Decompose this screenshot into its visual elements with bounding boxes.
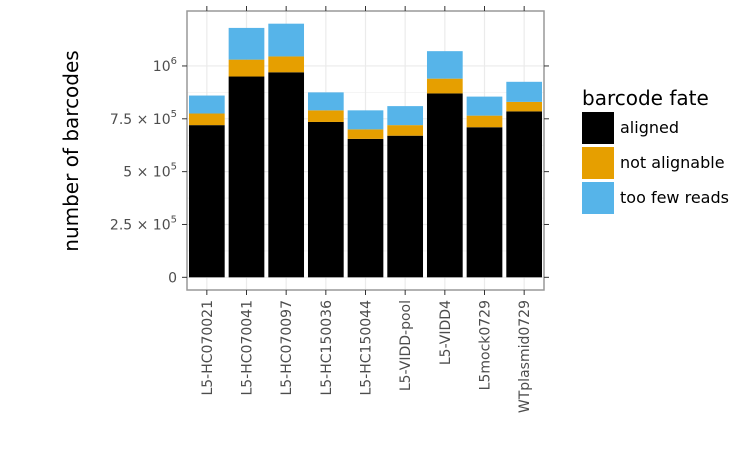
y-tick-exponent: 6 bbox=[171, 56, 177, 67]
x-tick-labels: L5-HC070021 L5-HC070041 L5-HC070097 L5-HC15… bbox=[200, 300, 533, 413]
y-tick-label: 106 bbox=[153, 56, 177, 75]
bar-segment bbox=[347, 110, 384, 130]
y-tick-label: 2.5 × 105 bbox=[110, 214, 177, 233]
legend-label: not alignable bbox=[620, 153, 725, 172]
x-tick-label: L5-HC070041 bbox=[240, 300, 256, 396]
x-tick-label: L5-HC070021 bbox=[200, 300, 216, 396]
bar-segment bbox=[307, 110, 344, 122]
y-tick-label: 7.5 × 105 bbox=[110, 109, 177, 128]
bar-segment bbox=[466, 127, 503, 278]
bar-segment bbox=[307, 121, 344, 278]
bar-segment bbox=[387, 135, 424, 278]
bar-segment bbox=[426, 51, 463, 79]
bar-segment bbox=[506, 111, 543, 278]
bar-segment bbox=[387, 125, 424, 136]
legend: barcode fate aligned not alignable too few… bbox=[582, 86, 729, 214]
bar-segment bbox=[426, 93, 463, 278]
legend-swatch bbox=[582, 147, 614, 179]
y-axis-title: number of barcodes bbox=[59, 50, 83, 251]
legend-swatch bbox=[582, 182, 614, 214]
bar-segment bbox=[426, 78, 463, 94]
legend-items: aligned not alignable too few reads bbox=[582, 112, 729, 214]
bar-segment bbox=[188, 95, 225, 114]
legend-label: aligned bbox=[620, 118, 679, 137]
legend-label: too few reads bbox=[620, 188, 729, 207]
x-tick-label: L5-HC070097 bbox=[279, 300, 295, 396]
bar-segment bbox=[347, 138, 384, 278]
bar-segment bbox=[466, 96, 503, 116]
bar-segment bbox=[466, 115, 503, 128]
bar-segment bbox=[268, 72, 305, 278]
y-tick-exponent: 5 bbox=[171, 162, 177, 173]
axis-ticks bbox=[182, 6, 549, 295]
bar-segment bbox=[268, 56, 305, 73]
legend-swatch bbox=[582, 112, 614, 144]
y-tick-exponent: 5 bbox=[171, 109, 177, 120]
y-tick-exponent: 5 bbox=[171, 214, 177, 225]
x-tick-label: L5mock0729 bbox=[478, 300, 494, 390]
bar-segment bbox=[228, 59, 265, 77]
bar-segment bbox=[228, 76, 265, 278]
bar-segment bbox=[188, 113, 225, 126]
bar-segment bbox=[268, 23, 305, 57]
x-tick-label: WTplasmid0729 bbox=[517, 300, 533, 413]
y-tick-label: 0 bbox=[168, 270, 177, 286]
bar-segment bbox=[506, 101, 543, 112]
bar-segment bbox=[228, 27, 265, 60]
bar-segment bbox=[347, 129, 384, 139]
bar-segment bbox=[307, 92, 344, 111]
legend-title: barcode fate bbox=[582, 86, 709, 110]
x-tick-label: L5-HC150044 bbox=[359, 300, 375, 396]
bars bbox=[188, 23, 543, 278]
bar-segment bbox=[188, 125, 225, 278]
x-tick-label: L5-VIDD4 bbox=[438, 300, 454, 365]
x-tick-label: L5-HC150036 bbox=[319, 300, 335, 396]
bar-segment bbox=[506, 81, 543, 102]
bar-segment bbox=[387, 106, 424, 126]
y-tick-labels: 0 2.5 × 105 5 × 105 7.5 × 105 106 bbox=[110, 56, 177, 286]
x-tick-label: L5-VIDD-pool bbox=[398, 300, 414, 391]
y-tick-label: 5 × 105 bbox=[123, 162, 177, 181]
